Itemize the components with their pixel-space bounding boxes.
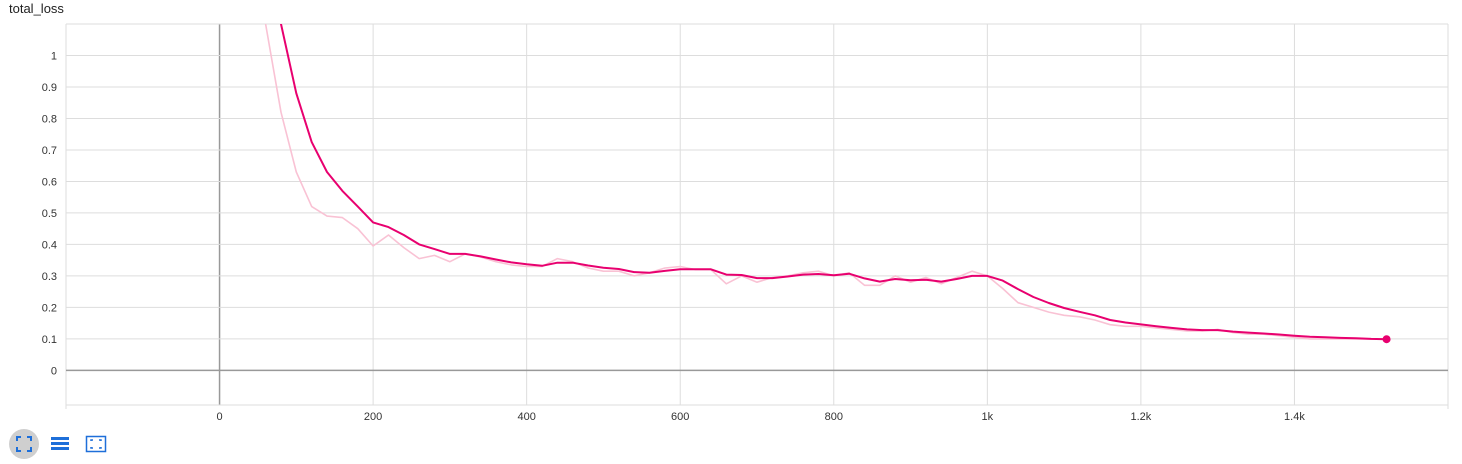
y-tick-label: 0.3 [42, 271, 57, 283]
fit-domain-button[interactable] [81, 429, 111, 459]
x-tick-label: 200 [364, 411, 382, 420]
y-tick-label: 0.1 [42, 334, 57, 346]
series-lines [264, 24, 1391, 344]
y-tick-label: 0 [51, 365, 57, 377]
fit-domain-icon [85, 435, 107, 453]
last-point-marker[interactable] [1382, 335, 1391, 344]
y-tick-label: 0.6 [42, 176, 57, 188]
fit-to-data-button[interactable] [9, 429, 39, 459]
x-tick-label: 1.4k [1284, 411, 1305, 420]
y-tick-label: 0.9 [42, 82, 57, 94]
grid-lines [65, 23, 1449, 409]
x-tick-label: 600 [671, 411, 689, 420]
fit-to-data-icon [16, 436, 32, 452]
chart-toolbar [9, 428, 111, 460]
chart-title: total_loss [9, 1, 64, 16]
x-tick-label: 1k [982, 411, 994, 420]
smoothed-loss-series-line [279, 24, 1387, 341]
toggle-y-log-scale-icon [51, 437, 69, 450]
y-tick-label: 0.8 [42, 113, 57, 125]
x-tick-label: 400 [517, 411, 535, 420]
tick-labels: 0 200 400 600 800 1k 1.2k 1.4k 0 0.1 0.2 0.3 0.4 0.5 0… [42, 50, 1306, 420]
toggle-y-log-scale-button[interactable] [45, 429, 75, 459]
y-tick-label: 1 [51, 50, 57, 62]
y-tick-label: 0.2 [42, 302, 57, 314]
y-tick-label: 0.4 [42, 239, 57, 251]
x-tick-label: 1.2k [1130, 411, 1151, 420]
x-tick-label: 0 [216, 411, 222, 420]
y-tick-label: 0.5 [42, 208, 57, 220]
x-tick-label: 800 [825, 411, 843, 420]
raw-loss-series-line [264, 24, 1387, 340]
loss-chart: 0 200 400 600 800 1k 1.2k 1.4k 0 0.1 0.2 0.3 0.4 0.5 0… [42, 23, 1449, 420]
y-tick-label: 0.7 [42, 145, 57, 157]
